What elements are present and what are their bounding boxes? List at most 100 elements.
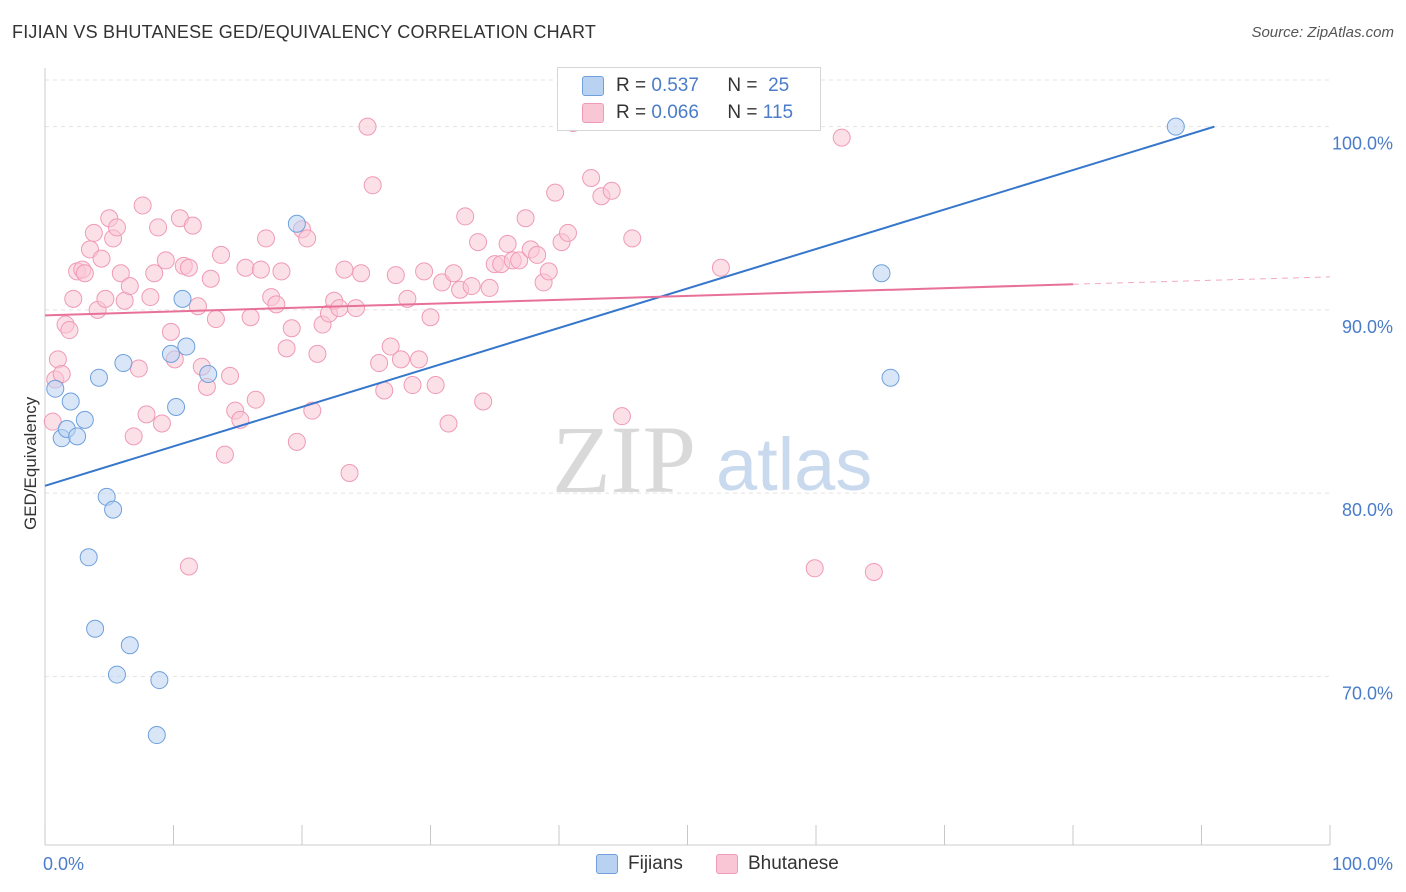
- bhutanese-point: [546, 183, 565, 202]
- bhutanese-point: [251, 260, 270, 279]
- y-axis-label: GED/Equivalency: [21, 396, 40, 530]
- bhutanese-point: [241, 308, 260, 327]
- fijian-points: [46, 117, 1185, 745]
- fijians-swatch: [582, 76, 604, 96]
- bhutanese-point: [308, 344, 327, 363]
- bhutanese-point: [188, 297, 207, 316]
- bhutanese-point: [298, 229, 317, 248]
- legend-item-fijians: Fijians: [596, 852, 683, 876]
- bhutanese-point: [409, 350, 428, 369]
- bhutanese-point: [403, 376, 422, 395]
- bhutanese-point: [272, 262, 291, 281]
- y-tick-label: 70.0%: [1342, 683, 1393, 703]
- bhutanese-point: [64, 289, 83, 308]
- bhutanese-point: [43, 412, 62, 431]
- fijian-point: [177, 337, 196, 356]
- bhutanese-point: [84, 223, 103, 242]
- bhutanese-trend-extension: [1072, 276, 1331, 285]
- bhutanese-point: [832, 128, 851, 147]
- bhutanese-point: [539, 262, 558, 281]
- bhutanese-point: [444, 264, 463, 283]
- fijian-trend-line: [44, 125, 1215, 487]
- bhutanese-point: [137, 405, 156, 424]
- bhutanese-point: [179, 258, 198, 277]
- fijian-point: [150, 671, 169, 690]
- fijian-point: [287, 214, 306, 233]
- n-value: 25: [768, 75, 790, 96]
- bhutanese-point: [215, 445, 234, 464]
- fijian-point: [75, 410, 94, 429]
- bhutanese-point: [439, 414, 458, 433]
- fijian-point: [167, 398, 186, 417]
- bhutanese-point: [370, 354, 389, 373]
- bhutanese-point: [179, 557, 198, 576]
- r-value: 0.537: [651, 75, 699, 96]
- bhutanese-point: [201, 269, 220, 288]
- bhutanese-point: [303, 401, 322, 420]
- bhutanese-point: [267, 295, 286, 314]
- r-label: R =: [616, 102, 647, 123]
- bhutanese-point: [469, 233, 488, 252]
- bhutanese-point: [124, 427, 143, 446]
- n-label: N =: [727, 75, 758, 96]
- bhutanese-point: [805, 559, 824, 578]
- bhutanese-point: [149, 218, 168, 237]
- bhutanese-swatch: [582, 103, 604, 123]
- bhutanese-point: [120, 277, 139, 296]
- fijian-point: [114, 354, 133, 373]
- x-tick-label: 100.0%: [1332, 854, 1393, 874]
- chart-title: FIJIAN VS BHUTANESE GED/EQUIVALENCY CORR…: [12, 22, 597, 42]
- bhutanese-point: [623, 229, 642, 248]
- bhutanese-point: [358, 117, 377, 136]
- bhutanese-point: [221, 366, 240, 385]
- bhutanese-point: [133, 196, 152, 215]
- trend-lines: [44, 125, 1331, 487]
- bhutanese-point: [107, 218, 126, 237]
- fijians-swatch: [596, 854, 618, 874]
- bhutanese-point: [145, 264, 164, 283]
- bhutanese-point: [516, 209, 535, 228]
- fijian-point: [86, 619, 105, 638]
- bhutanese-point: [257, 229, 276, 248]
- bhutanese-point: [156, 251, 175, 270]
- r-label: R =: [616, 75, 647, 96]
- y-tick-label: 90.0%: [1342, 317, 1393, 337]
- bhutanese-point: [381, 337, 400, 356]
- bhutanese-point: [711, 258, 730, 277]
- bhutanese-point: [183, 216, 202, 235]
- fijian-point: [1166, 117, 1185, 136]
- bhutanese-point: [510, 251, 529, 270]
- bhutanese-point: [498, 234, 517, 253]
- bhutanese-point: [277, 339, 296, 358]
- legend-row-bhutanese: R = 0.066 N = 115: [582, 100, 793, 126]
- fijian-point: [161, 344, 180, 363]
- bhutanese-point: [426, 376, 445, 395]
- legend-row-fijians: R = 0.537 N = 25: [582, 73, 789, 99]
- bhutanese-point: [282, 319, 301, 338]
- bhutanese-point: [474, 392, 493, 411]
- bhutanese-point: [415, 262, 434, 281]
- n-label: N =: [727, 102, 758, 123]
- bhutanese-point: [75, 264, 94, 283]
- fijian-point: [46, 379, 65, 398]
- watermark-atlas: atlas: [716, 423, 872, 506]
- bhutanese-points: [43, 113, 883, 581]
- n-value: 115: [762, 102, 794, 123]
- bhutanese-point: [129, 359, 148, 378]
- bhutanese-point: [152, 414, 171, 433]
- bhutanese-point: [141, 288, 160, 307]
- fijian-point: [107, 665, 126, 684]
- bhutanese-trend-line: [44, 283, 1074, 317]
- fijian-point: [89, 368, 108, 387]
- bhutanese-point: [335, 260, 354, 279]
- bhutanese-point: [340, 463, 359, 482]
- fijian-point: [61, 392, 80, 411]
- bhutanese-point: [60, 321, 79, 340]
- bhutanese-point: [582, 168, 601, 187]
- fijian-point: [872, 264, 891, 283]
- fijian-point: [68, 427, 87, 446]
- fijian-point: [199, 365, 218, 384]
- bhutanese-point: [161, 322, 180, 341]
- bhutanese-point: [421, 308, 440, 327]
